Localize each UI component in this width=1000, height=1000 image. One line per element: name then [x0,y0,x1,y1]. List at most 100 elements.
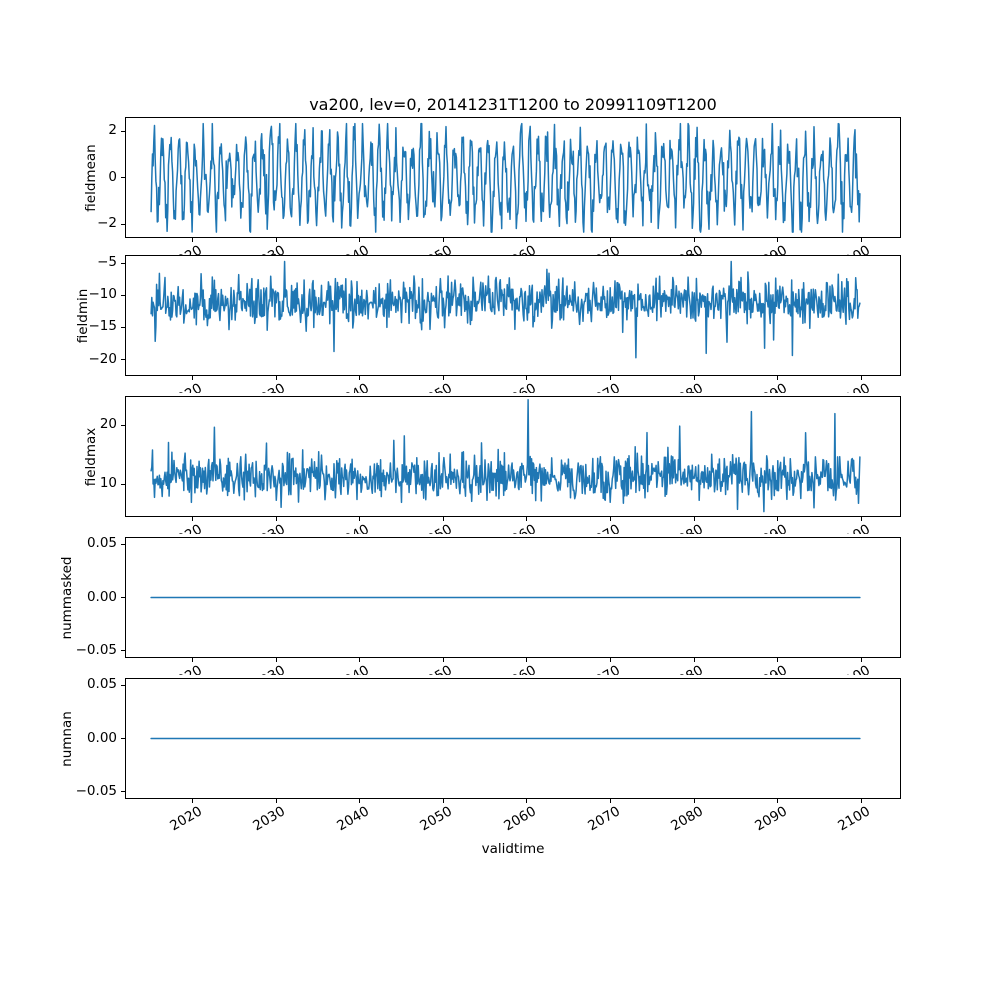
x-tick-label: 2070 [560,662,623,675]
y-tick-label: 0.00 [86,588,117,605]
subplot-fieldmax-axes [121,396,901,521]
y-tick-label: 0.00 [86,729,117,746]
x-tick-labels-clipped: 2020 2030 2040 2050 2060 2070 2080 2090 2100 [80,239,946,255]
y-tick [121,130,125,132]
y-tick-label: −2 [97,215,117,231]
x-tick-label: 2020 [142,242,205,255]
x-tick [610,658,611,662]
x-tick-label: 2050 [393,242,456,255]
x-tick [693,658,695,662]
x-tick-label: 2070 [584,803,623,835]
y-tick [121,650,125,652]
y-tick [121,543,125,545]
x-tick [526,658,528,662]
y-tick-label: −20 [88,350,118,367]
x-tick [359,658,361,662]
y-tick-label: 0 [108,168,117,185]
x-tick-label: 2060 [476,521,539,534]
x-tick [359,376,361,380]
x-tick [275,238,277,242]
subplot-numnan-axes [121,678,901,803]
x-tick-label: 2060 [476,380,539,393]
x-tick [192,517,194,521]
x-tick [192,658,194,662]
y-tick [121,294,125,296]
x-tick [442,517,444,521]
y-tick [121,597,125,598]
nummasked-plot [150,596,861,599]
x-tick [610,799,611,803]
x-tick-labels-clipped: 2020 2030 2040 2050 2060 2070 2080 2090 2100 [80,518,946,534]
y-tick-label: −10 [88,286,118,303]
x-tick-label: 2060 [476,662,539,675]
x-tick [860,517,862,521]
y-tick [121,326,125,328]
x-tick [610,517,611,521]
x-tick [693,799,695,803]
x-tick-label: 2080 [644,242,706,255]
x-tick [526,517,528,521]
y-tick-label: −0.05 [75,641,117,658]
x-tick [777,799,778,803]
y-tick-label: 0.05 [86,676,117,693]
x-tick-label: 2040 [309,242,372,255]
x-tick [526,799,528,803]
y-tick [121,791,125,793]
fieldmean-plot [150,122,861,233]
x-tick-label: 2030 [226,521,289,534]
chart-title: va200, lev=0, 20141231T1200 to 20991109T… [309,95,717,114]
x-tick [526,376,528,380]
x-tick-label: 2030 [226,380,289,393]
x-tick [860,799,862,803]
x-tick [442,799,444,803]
x-tick-label: 2070 [560,380,623,393]
x-tick [860,658,862,662]
x-tick-label: 2090 [727,662,790,675]
x-tick-label: 2080 [668,803,706,835]
x-tick-label: 2090 [727,380,790,393]
subplot-nummasked-axes [121,537,901,662]
x-tick [610,238,611,242]
y-tick-label: 10 [99,475,117,492]
fieldmax-line [150,398,861,513]
x-tick-labels-clipped: 2020 2030 2040 2050 2060 2070 2080 2090 2100 [80,659,946,675]
x-tick [359,238,361,242]
x-tick-label: 2100 [811,380,873,393]
x-tick-label: 2040 [309,521,372,534]
x-tick-label: 2060 [501,803,539,835]
x-tick-label: 2050 [393,521,456,534]
x-tick-label: 2020 [142,380,205,393]
x-tick-labels: 2020 2030 2040 2050 2060 2070 2080 2090 2100 [80,800,946,844]
x-tick [442,658,444,662]
x-tick [275,517,277,521]
x-tick [693,517,695,521]
x-tick [777,658,778,662]
x-tick-label: 2100 [811,242,873,255]
fieldmean-line [150,122,861,233]
x-tick [275,376,277,380]
x-tick-label: 2090 [751,803,790,835]
x-tick-label: 2030 [250,803,289,835]
x-tick [860,238,862,242]
x-tick [777,376,778,380]
x-tick-label: 2080 [644,521,706,534]
x-tick [860,376,862,380]
x-tick [777,517,778,521]
x-tick-label: 2050 [417,803,456,835]
x-tick-label: 2030 [226,662,289,675]
numnan-plot [150,737,861,740]
y-tick-label: −5 [97,254,117,271]
y-tick-label: −0.05 [75,782,117,799]
x-tick [359,799,361,803]
x-tick-label: 2040 [309,662,372,675]
x-tick-label: 2050 [393,380,456,393]
x-tick-label: 2060 [476,242,539,255]
x-tick [777,238,778,242]
subplot-fieldmean-axes [121,117,901,242]
y-tick [121,424,125,426]
y-tick [121,177,125,178]
y-tick-label: −15 [88,318,118,335]
x-tick [442,238,444,242]
x-tick-label: 2070 [560,242,623,255]
